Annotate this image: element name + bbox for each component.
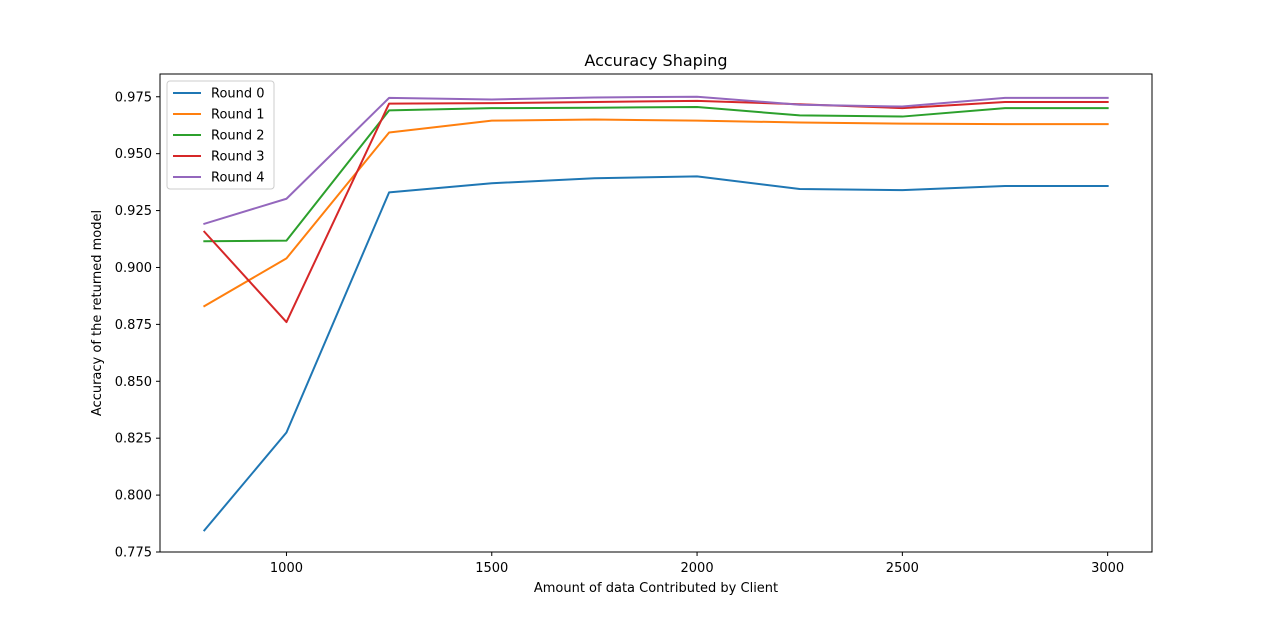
x-axis: 1000 1500 2000 2500 3000 (270, 552, 1124, 576)
plot-frame (159, 73, 1153, 553)
legend-label: Round 4 (211, 171, 265, 186)
x-axis-title: Amount of data Contributed by Client (534, 581, 778, 596)
y-tick-label: 0.875 (115, 318, 152, 333)
y-tick-label: 0.950 (115, 147, 152, 162)
x-tick-label: 1500 (475, 561, 508, 576)
series-line-round-3 (202, 99, 1109, 324)
y-tick-label: 0.925 (115, 204, 152, 219)
y-axis: 0.775 0.800 0.825 0.850 0.875 0.900 0.925 0.950… (115, 90, 160, 561)
chart-title: Accuracy Shaping (584, 51, 727, 70)
y-tick-label: 0.850 (115, 375, 152, 390)
legend: Round 0 Round 1 Round 2 Round 3 Round 4 (166, 80, 275, 190)
series-line-round-0 (202, 175, 1109, 532)
legend-box (166, 80, 275, 190)
x-tick-label: 2000 (681, 561, 714, 576)
legend-label: Round 2 (211, 129, 265, 144)
y-tick-label: 0.900 (115, 261, 152, 276)
legend-label: Round 1 (211, 108, 265, 123)
plot-lines (202, 95, 1109, 532)
legend-label: Round 0 (211, 87, 265, 102)
x-tick-label: 2500 (886, 561, 919, 576)
x-tick-label: 1000 (270, 561, 303, 576)
y-tick-label: 0.825 (115, 432, 152, 447)
y-tick-label: 0.800 (115, 489, 152, 504)
series-line-round-1 (202, 118, 1109, 308)
y-axis-title: Accuracy of the returned model (90, 210, 105, 416)
y-tick-label: 0.775 (115, 546, 152, 561)
series-line-round-4 (203, 95, 1109, 226)
y-tick-label: 0.975 (115, 90, 152, 105)
legend-label: Round 3 (211, 150, 265, 165)
series-line-round-2 (203, 106, 1109, 243)
x-tick-label: 3000 (1091, 561, 1124, 576)
